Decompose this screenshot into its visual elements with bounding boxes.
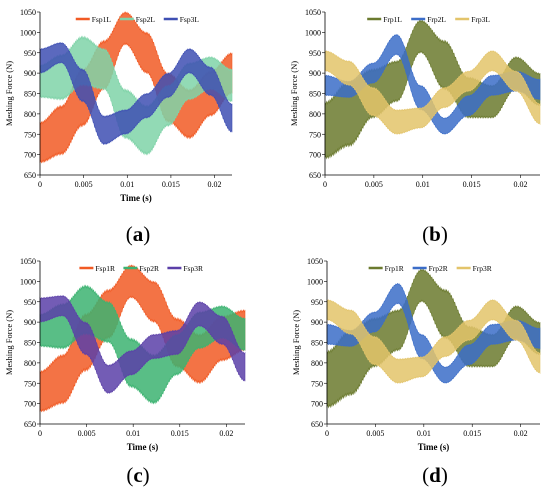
y-tick-label: 950 — [311, 298, 323, 307]
series-band-Fsp3L — [39, 42, 233, 146]
y-axis-label: Meshing Force (N) — [291, 310, 301, 375]
legend-label: Frp2L — [427, 15, 446, 24]
y-tick-label: 700 — [311, 400, 323, 409]
y-tick-label: 1050 — [20, 257, 36, 266]
x-tick-label: 0.015 — [162, 180, 180, 189]
x-tick-label: 0.005 — [366, 429, 384, 438]
chart-c: 650 700 750 800 850 900 950 1000 1050 0 0.005 0.01 0… — [4, 257, 246, 452]
y-tick-label: 1000 — [305, 28, 321, 37]
chart-b: 650 700 750 800 850 900 950 1000 1050 0 0.005 0.01 0… — [289, 8, 541, 189]
series-band-Fsp3R — [39, 295, 246, 395]
y-tick-label: 950 — [24, 49, 36, 58]
x-tick-label: 0 — [323, 180, 327, 189]
y-axis-label: Meshing Force (N) — [289, 61, 299, 126]
x-tick-label: 0 — [38, 429, 42, 438]
y-tick-label: 650 — [311, 420, 323, 429]
legend-label: Fsp2R — [139, 264, 159, 273]
legend-label: Fsp1R — [95, 264, 115, 273]
legend-label: Frp1R — [385, 264, 404, 273]
x-tick-label: 0.015 — [463, 429, 481, 438]
x-tick-label: 0.005 — [365, 180, 383, 189]
x-tick-label: 0 — [38, 180, 42, 189]
legend-label: Fsp2L — [136, 15, 156, 24]
x-tick-label: 0.02 — [219, 429, 233, 438]
y-tick-label: 700 — [309, 151, 321, 160]
panel-a: 650 700 750 800 850 900 950 1000 1050 0 0.005 0.01 0… — [0, 0, 275, 249]
y-tick-label: 900 — [311, 318, 323, 327]
y-tick-label: 1050 — [307, 257, 323, 266]
caption-d: (d) — [422, 463, 448, 487]
legend-label: Frp1L — [383, 15, 402, 24]
y-tick-label: 850 — [24, 90, 36, 99]
x-axis-label: Time (s) — [418, 442, 450, 452]
panel-d: 650 700 750 800 850 900 950 1000 1050 0 0.005 0.01 0… — [275, 249, 550, 498]
y-tick-label: 900 — [24, 69, 36, 78]
y-tick-label: 1050 — [20, 8, 36, 17]
caption-a: (a) — [125, 222, 151, 246]
x-axis-label: Time (s) — [120, 193, 152, 203]
y-tick-label: 800 — [311, 359, 323, 368]
y-tick-label: 950 — [309, 49, 321, 58]
x-tick-label: 0.02 — [208, 180, 222, 189]
legend-label: Frp2R — [429, 264, 448, 273]
x-tick-label: 0.01 — [126, 429, 140, 438]
y-axis-label: Meshing Force (N) — [4, 61, 14, 126]
x-axis-label: Time (s) — [127, 442, 159, 452]
y-tick-label: 650 — [309, 171, 321, 180]
legend-label: Fsp1L — [92, 15, 112, 24]
y-tick-label: 950 — [24, 298, 36, 307]
x-tick-label: 0.01 — [417, 429, 431, 438]
x-tick-label: 0.005 — [78, 429, 96, 438]
legend-label: Frp3L — [471, 15, 490, 24]
y-tick-label: 1000 — [20, 277, 36, 286]
y-tick-label: 900 — [24, 318, 36, 327]
y-tick-label: 650 — [24, 171, 36, 180]
x-tick-label: 0.02 — [514, 429, 528, 438]
y-tick-label: 750 — [24, 379, 36, 388]
y-tick-label: 1000 — [307, 277, 323, 286]
y-tick-label: 850 — [24, 339, 36, 348]
y-tick-label: 650 — [24, 420, 36, 429]
y-tick-label: 1000 — [20, 28, 36, 37]
x-tick-label: 0.01 — [416, 180, 430, 189]
series-band-Fsp2L — [39, 35, 233, 156]
y-tick-label: 750 — [309, 130, 321, 139]
x-tick-label: 0 — [325, 429, 329, 438]
caption-c: (c) — [126, 463, 150, 487]
x-tick-label: 0.015 — [171, 429, 189, 438]
y-tick-label: 700 — [24, 400, 36, 409]
y-tick-label: 900 — [309, 69, 321, 78]
chart-a: 650 700 750 800 850 900 950 1000 1050 0 0.005 0.01 0… — [4, 8, 233, 203]
y-tick-label: 800 — [309, 110, 321, 119]
x-tick-label: 0.015 — [463, 180, 481, 189]
legend-label: Frp3R — [473, 264, 492, 273]
y-tick-label: 750 — [311, 379, 323, 388]
series-band-Fsp2R — [39, 284, 246, 405]
x-tick-label: 0.02 — [513, 180, 527, 189]
y-tick-label: 850 — [311, 339, 323, 348]
chart-d: 650 700 750 800 850 900 950 1000 1050 0 0.005 0.01 0… — [291, 257, 541, 452]
x-tick-label: 0.005 — [75, 180, 93, 189]
legend-label: Fsp3R — [183, 264, 203, 273]
y-axis-label: Meshing Force (N) — [4, 310, 14, 375]
panel-b: 650 700 750 800 850 900 950 1000 1050 0 0.005 0.01 0… — [275, 0, 550, 249]
series-band-Frp3R — [326, 298, 541, 384]
legend-label: Fsp3L — [180, 15, 200, 24]
panel-c: 650 700 750 800 850 900 950 1000 1050 0 0.005 0.01 0… — [0, 249, 275, 498]
caption-b: (b) — [422, 222, 448, 246]
y-tick-label: 800 — [24, 110, 36, 119]
y-tick-label: 800 — [24, 359, 36, 368]
y-tick-label: 1050 — [305, 8, 321, 17]
y-tick-label: 700 — [24, 151, 36, 160]
x-tick-label: 0.01 — [120, 180, 134, 189]
y-tick-label: 850 — [309, 90, 321, 99]
series-band-Frp3L — [324, 49, 541, 135]
y-tick-label: 750 — [24, 130, 36, 139]
